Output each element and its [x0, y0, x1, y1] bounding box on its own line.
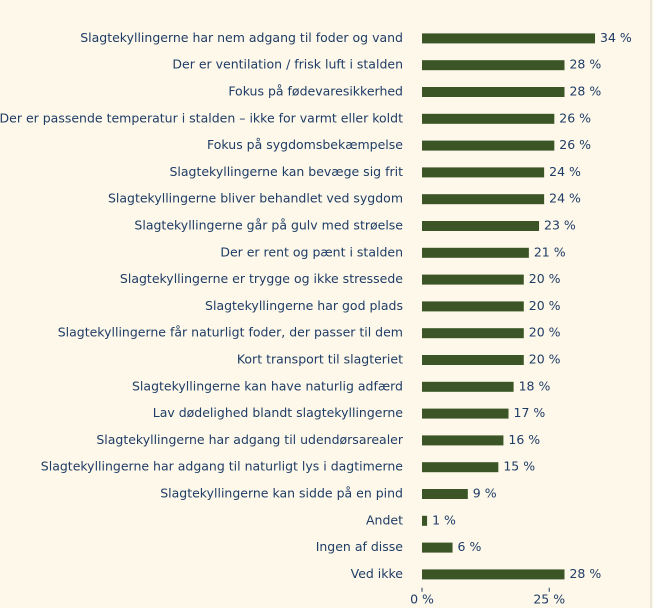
bar: [422, 515, 428, 526]
value-label: 9 %: [473, 486, 497, 501]
y-tick-label: Der er passende temperatur i stalden – i…: [0, 110, 403, 125]
x-tick-label: 0 %: [410, 591, 434, 606]
x-tick-label: 25 %: [533, 591, 565, 606]
bar: [422, 221, 540, 231]
value-label: 26 %: [559, 137, 591, 152]
y-tick-label: Der er ventilation / frisk luft i stalde…: [172, 57, 403, 72]
y-tick-label: Slagtekyllingerne kan have naturlig adfæ…: [132, 378, 403, 393]
value-label: 26 %: [559, 110, 591, 125]
y-tick-label: Kort transport til slagteriet: [237, 352, 403, 367]
value-label: 20 %: [529, 298, 561, 313]
y-tick-label: Slagtekyllingerne får naturligt foder, d…: [58, 325, 403, 340]
value-label: 23 %: [544, 218, 576, 233]
value-label: 20 %: [529, 271, 561, 286]
bar: [422, 381, 514, 392]
value-label: 34 %: [600, 30, 632, 45]
bar: [422, 355, 524, 365]
y-tick-label: Slagtekyllingerne er trygge og ikke stre…: [120, 271, 403, 286]
bar: [422, 462, 499, 473]
value-label: 20 %: [529, 325, 561, 340]
y-tick-label: Slagtekyllingerne har nem adgang til fod…: [80, 30, 403, 45]
value-label: 6 %: [458, 539, 482, 554]
bar: [422, 408, 509, 419]
y-tick-label: Lav dødelighed blandt slagtekyllingerne: [153, 405, 404, 420]
bar: [422, 569, 565, 580]
y-tick-label: Slagtekyllingerne har adgang til udendør…: [96, 432, 404, 447]
bar: [422, 113, 555, 124]
bar: [422, 87, 565, 97]
y-tick-label: Slagtekyllingerne går på gulv med strøel…: [134, 218, 403, 233]
value-label: 17 %: [514, 405, 546, 420]
value-label: 16 %: [508, 432, 540, 447]
y-tick-label: Ingen af disse: [316, 539, 404, 554]
y-tick-label: Ved ikke: [351, 566, 404, 581]
value-label: 28 %: [569, 84, 601, 99]
value-label: 28 %: [569, 566, 601, 581]
bar: [422, 542, 453, 553]
bar: [422, 60, 565, 71]
y-tick-label: Slagtekyllingerne har god plads: [205, 298, 403, 313]
bar: [422, 328, 524, 339]
bar: [422, 194, 545, 205]
value-label: 1 %: [432, 512, 456, 527]
bar: [422, 247, 529, 258]
bar: [422, 274, 524, 285]
bar: [422, 33, 596, 44]
value-label: 24 %: [549, 191, 581, 206]
y-tick-label: Der er rent og pænt i stalden: [220, 244, 403, 259]
bar: [422, 435, 504, 446]
y-tick-label: Slagtekyllingerne kan sidde på en pind: [160, 486, 403, 501]
bar: [422, 167, 545, 178]
value-label: 24 %: [549, 164, 581, 179]
value-label: 15 %: [503, 459, 535, 474]
bar: [422, 140, 555, 151]
y-tick-label: Slagtekyllingerne kan bevæge sig frit: [169, 164, 403, 179]
bar: [422, 489, 468, 499]
y-tick-label: Slagtekyllingerne har adgang til naturli…: [41, 459, 404, 474]
value-label: 21 %: [534, 244, 566, 259]
value-label: 18 %: [519, 378, 551, 393]
y-tick-label: Fokus på fødevaresikkerhed: [228, 84, 403, 99]
y-tick-label: Slagtekyllingerne bliver behandlet ved s…: [108, 191, 403, 206]
y-tick-label: Fokus på sygdomsbekæmpelse: [207, 137, 403, 152]
y-tick-label: Andet: [366, 512, 403, 527]
value-label: 28 %: [569, 57, 601, 72]
value-label: 20 %: [529, 352, 561, 367]
bar: [422, 301, 524, 312]
